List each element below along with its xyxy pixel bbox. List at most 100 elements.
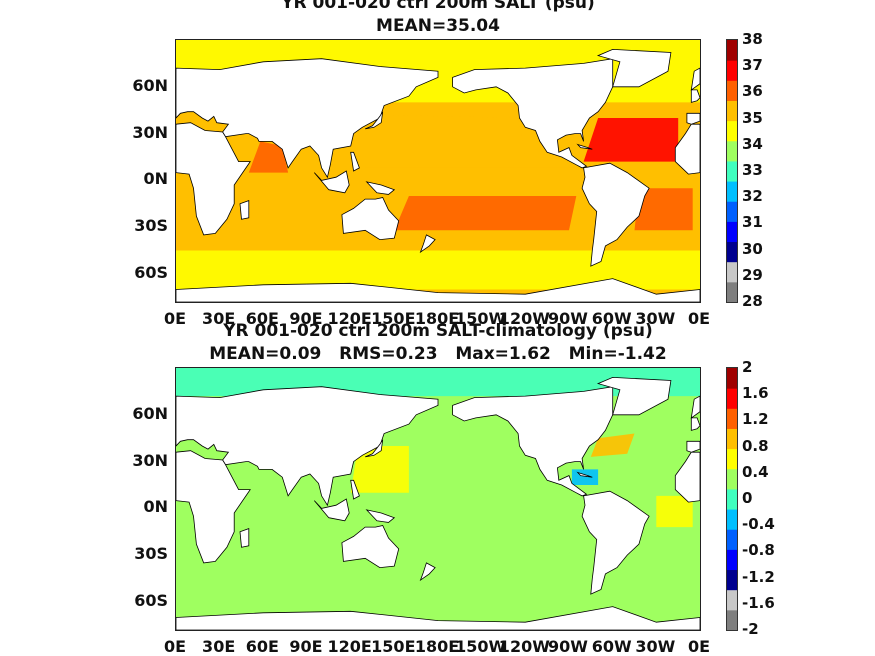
- land-australia: [341, 197, 400, 241]
- y-tick-label: 30N: [132, 122, 168, 142]
- chart2-subtitle: MEAN=0.09 RMS=0.23 Max=1.62 Min=-1.42: [209, 344, 667, 364]
- y-tick-label: 30S: [134, 544, 168, 564]
- colorbar-tick-label: 1.2: [742, 410, 769, 429]
- colorbar-tick-label: 37: [742, 56, 763, 75]
- colorbar-swatch: [727, 488, 737, 510]
- x-tick-label: 180E: [414, 309, 460, 328]
- land-japan: [365, 111, 384, 130]
- colorbar-tick-label: -1.2: [742, 567, 775, 586]
- colorbar-tick-label: 28: [742, 292, 763, 310]
- region-caribbean: [571, 469, 599, 485]
- x-tick-label: 150E: [371, 309, 416, 328]
- colorbar-swatch: [727, 100, 737, 122]
- colorbar-tick-label: 32: [742, 187, 763, 206]
- colorbar-swatch: [727, 589, 737, 611]
- x-tick-label: 120W: [498, 637, 550, 656]
- colorbar-swatch: [727, 368, 737, 389]
- colorbar-swatch: [727, 241, 737, 263]
- chart1-map-svg: [176, 40, 700, 302]
- region-equatorial-atlantic: [656, 495, 693, 528]
- x-tick-label: 60E: [245, 637, 279, 656]
- land-europe_west: [686, 440, 700, 453]
- x-tick-label: 60E: [245, 309, 279, 328]
- colorbar-swatch: [727, 529, 737, 550]
- chart2-colorbar-svg: [727, 368, 737, 630]
- land-indonesia: [313, 170, 350, 194]
- land-australia: [341, 525, 400, 569]
- region-indian-ocean-south: [212, 211, 344, 251]
- x-tick-label: 90W: [548, 309, 588, 328]
- x-tick-label: 30W: [635, 309, 676, 328]
- region-south-pacific-subtropical: [394, 196, 577, 231]
- land-namerica: [452, 58, 614, 169]
- colorbar-tick-label: -0.4: [742, 515, 775, 534]
- colorbar-tick-label: 0.8: [742, 436, 769, 455]
- colorbar-swatch: [727, 40, 737, 61]
- land-cuba: [576, 471, 593, 478]
- land-uk: [690, 89, 700, 103]
- x-tick-label: 0E: [687, 637, 711, 656]
- region-southern-ocean: [176, 578, 700, 618]
- colorbar-tick-label: 36: [742, 82, 763, 101]
- land-africa: [176, 450, 251, 564]
- x-tick-label: 30E: [202, 309, 236, 328]
- chart2-map: [175, 367, 701, 631]
- x-tick-label: 180E: [414, 637, 460, 656]
- x-tick-label: 30E: [202, 637, 236, 656]
- y-tick-label: 30N: [132, 450, 168, 470]
- colorbar-tick-label: 31: [742, 213, 763, 232]
- land-nz: [419, 234, 436, 254]
- land-europe_west: [686, 112, 700, 125]
- colorbar-swatch: [727, 140, 737, 162]
- colorbar-swatch: [727, 221, 737, 243]
- land-greenland: [596, 48, 672, 88]
- x-tick-label: 150W: [455, 309, 507, 328]
- land-greenland: [596, 376, 672, 416]
- colorbar-swatch: [727, 261, 737, 283]
- x-tick-label: 60W: [591, 309, 632, 328]
- y-tick-label: 60S: [134, 262, 168, 282]
- region-atlantic-subtropical-north: [583, 118, 679, 162]
- land-africa_west: [674, 123, 700, 175]
- land-philippines: [350, 151, 360, 172]
- chart1-subtitle: MEAN=35.04: [376, 16, 500, 36]
- colorbar-swatch: [727, 408, 737, 429]
- chart1-map: [175, 39, 701, 303]
- colorbar-swatch: [727, 549, 737, 571]
- colorbar-swatch: [727, 609, 737, 630]
- x-tick-label: 0E: [163, 637, 187, 656]
- y-tick-label: 60S: [134, 590, 168, 610]
- region-north-atlantic-gulf-stream-: [590, 433, 635, 457]
- colorbar-tick-label: 29: [742, 265, 763, 284]
- land-uk: [690, 417, 700, 431]
- colorbar-swatch: [727, 428, 737, 450]
- land-africa_west: [674, 451, 700, 503]
- land-eurasia: [176, 58, 439, 179]
- colorbar-swatch: [727, 569, 737, 591]
- land-newguinea: [365, 181, 396, 195]
- x-tick-label: 150E: [371, 637, 416, 656]
- land-japan: [365, 439, 384, 458]
- colorbar-swatch: [727, 509, 737, 530]
- colorbar-tick-label: 34: [742, 134, 763, 153]
- land-madagascar: [239, 200, 250, 220]
- colorbar-tick-label: -1.6: [742, 593, 775, 612]
- region-north-pacific-subtropical: [350, 114, 526, 157]
- land-antarctica: [176, 606, 700, 630]
- colorbar-swatch: [727, 120, 737, 142]
- colorbar-swatch: [727, 448, 737, 470]
- land-nz: [419, 562, 436, 582]
- colorbar-tick-label: 0.4: [742, 462, 769, 481]
- colorbar-tick-label: 2: [742, 358, 753, 376]
- land-namerica: [452, 386, 614, 497]
- chart1-colorbar: [726, 39, 738, 303]
- colorbar-tick-label: 0: [742, 489, 753, 507]
- colorbar-swatch: [727, 80, 737, 101]
- colorbar-tick-label: -2: [742, 620, 759, 638]
- colorbar-swatch: [727, 60, 737, 81]
- colorbar-tick-label: -0.8: [742, 541, 775, 560]
- x-tick-label: 120E: [327, 309, 372, 328]
- x-tick-label: 120E: [327, 637, 372, 656]
- colorbar-swatch: [727, 468, 737, 490]
- land-indonesia: [313, 498, 350, 522]
